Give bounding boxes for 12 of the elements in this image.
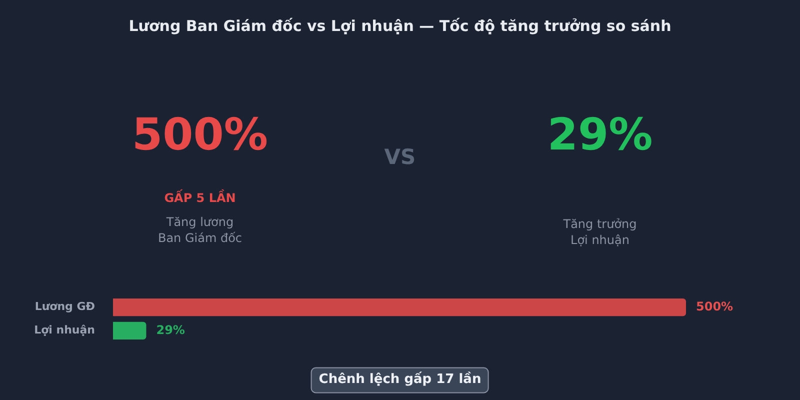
data-label: 500% (696, 299, 734, 314)
y-tick-label: Lợi nhuận (34, 324, 95, 337)
text: GẤP 5 LẦN (164, 190, 236, 206)
chart-title: Lương Ban Giám đốc vs Lợi nhuận — Tốc độ tăng trưởng so sánh (128, 17, 672, 35)
y-tick-label: Lương GĐ (34, 300, 95, 314)
text: Tăng trưởng Lợi nhuận (563, 216, 637, 248)
text: Chênh lệch gấp 17 lần (310, 367, 490, 393)
text: Tăng lương Ban Giám đốc (158, 214, 242, 246)
text: 29% (547, 108, 653, 162)
text: VS (384, 144, 416, 171)
text: 500% (132, 108, 268, 162)
data-label: 29% (156, 322, 185, 337)
